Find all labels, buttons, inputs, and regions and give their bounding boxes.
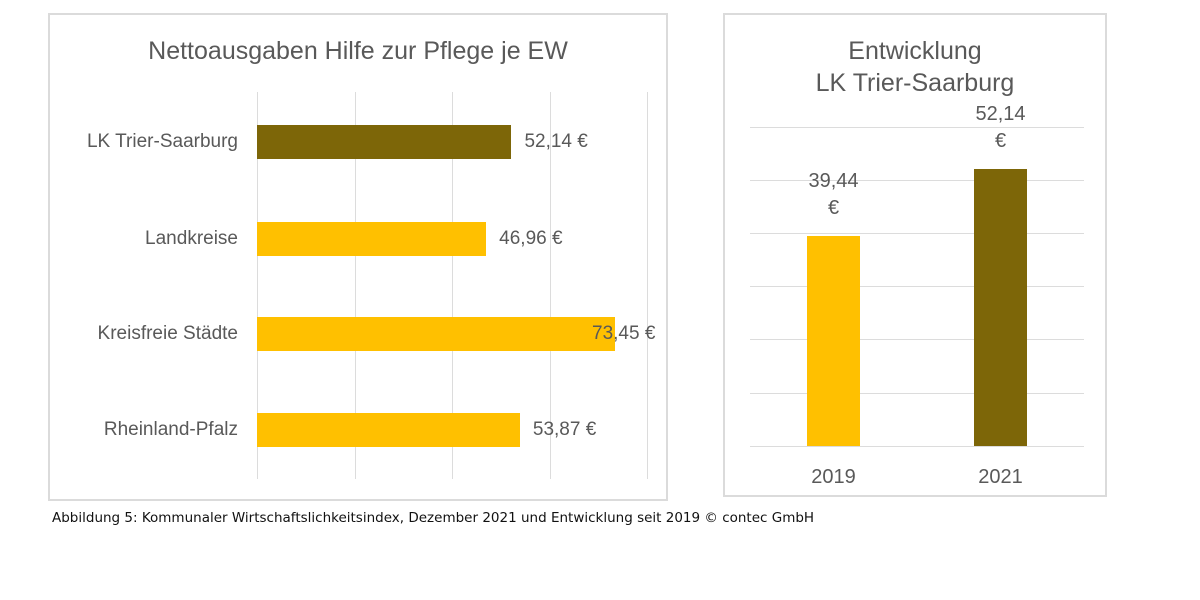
value-label-landkreise: 46,96 € bbox=[499, 228, 563, 249]
x-axis-label-2021: 2021 bbox=[978, 466, 1023, 488]
value-label-lk-trier-saarburg: 52,14 € bbox=[524, 131, 588, 152]
value-label-line: € bbox=[994, 129, 1007, 152]
value-label-rheinland-pfalz: 53,87 € bbox=[532, 419, 597, 440]
gridline bbox=[750, 180, 1084, 182]
x-axis-label-2019: 2019 bbox=[811, 466, 856, 488]
bar-rheinland-pfalz bbox=[257, 413, 520, 447]
gridline bbox=[750, 286, 1084, 288]
gridline bbox=[354, 92, 356, 479]
chart-entwicklung-panel: Entwicklung LK Trier-Saarburg 39,44 €2019… bbox=[723, 13, 1107, 497]
value-label-2019: 39,44 € bbox=[784, 168, 884, 222]
gridline bbox=[549, 92, 551, 479]
value-label-2021: 52,14 € bbox=[951, 101, 1051, 155]
right-chart-title-line2: LK Trier-Saarburg bbox=[815, 69, 1015, 97]
value-label-line: € bbox=[827, 197, 840, 220]
left-chart-title: Nettoausgaben Hilfe zur Pflege je EW bbox=[148, 37, 568, 65]
gridline bbox=[750, 233, 1084, 235]
gridline bbox=[452, 92, 454, 479]
bar-lk-trier-saarburg bbox=[257, 125, 512, 159]
value-label-line: 52,14 bbox=[975, 102, 1026, 125]
gridline bbox=[750, 339, 1084, 341]
bar-landkreise bbox=[257, 222, 487, 256]
value-label-line: 39,44 bbox=[808, 170, 859, 193]
category-label-rheinland-pfalz: Rheinland-Pfalz bbox=[103, 419, 238, 440]
gridline bbox=[750, 126, 1084, 128]
bar-2019 bbox=[807, 236, 860, 446]
bar-kreisfreie-st-dte bbox=[257, 317, 616, 351]
category-label-lk-trier-saarburg: LK Trier-Saarburg bbox=[86, 131, 238, 152]
category-label-landkreise: Landkreise bbox=[145, 228, 238, 249]
right-chart-title-line1: Entwicklung bbox=[848, 37, 982, 65]
value-label-kreisfreie-st-dte: 73,45 € bbox=[592, 323, 656, 344]
bar-2021 bbox=[974, 168, 1027, 446]
gridline bbox=[647, 92, 649, 479]
gridline bbox=[257, 92, 258, 479]
chart-nettoausgaben-panel: Nettoausgaben Hilfe zur Pflege je EW LK … bbox=[48, 13, 668, 501]
figure-caption: Abbildung 5: Kommunaler Wirtschaftslichk… bbox=[52, 510, 815, 526]
gridline bbox=[750, 445, 1084, 447]
category-label-kreisfreie-st-dte: Kreisfreie Städte bbox=[97, 323, 238, 344]
gridline bbox=[750, 392, 1084, 394]
right-chart-title: Entwicklung LK Trier-Saarburg bbox=[725, 35, 1105, 99]
